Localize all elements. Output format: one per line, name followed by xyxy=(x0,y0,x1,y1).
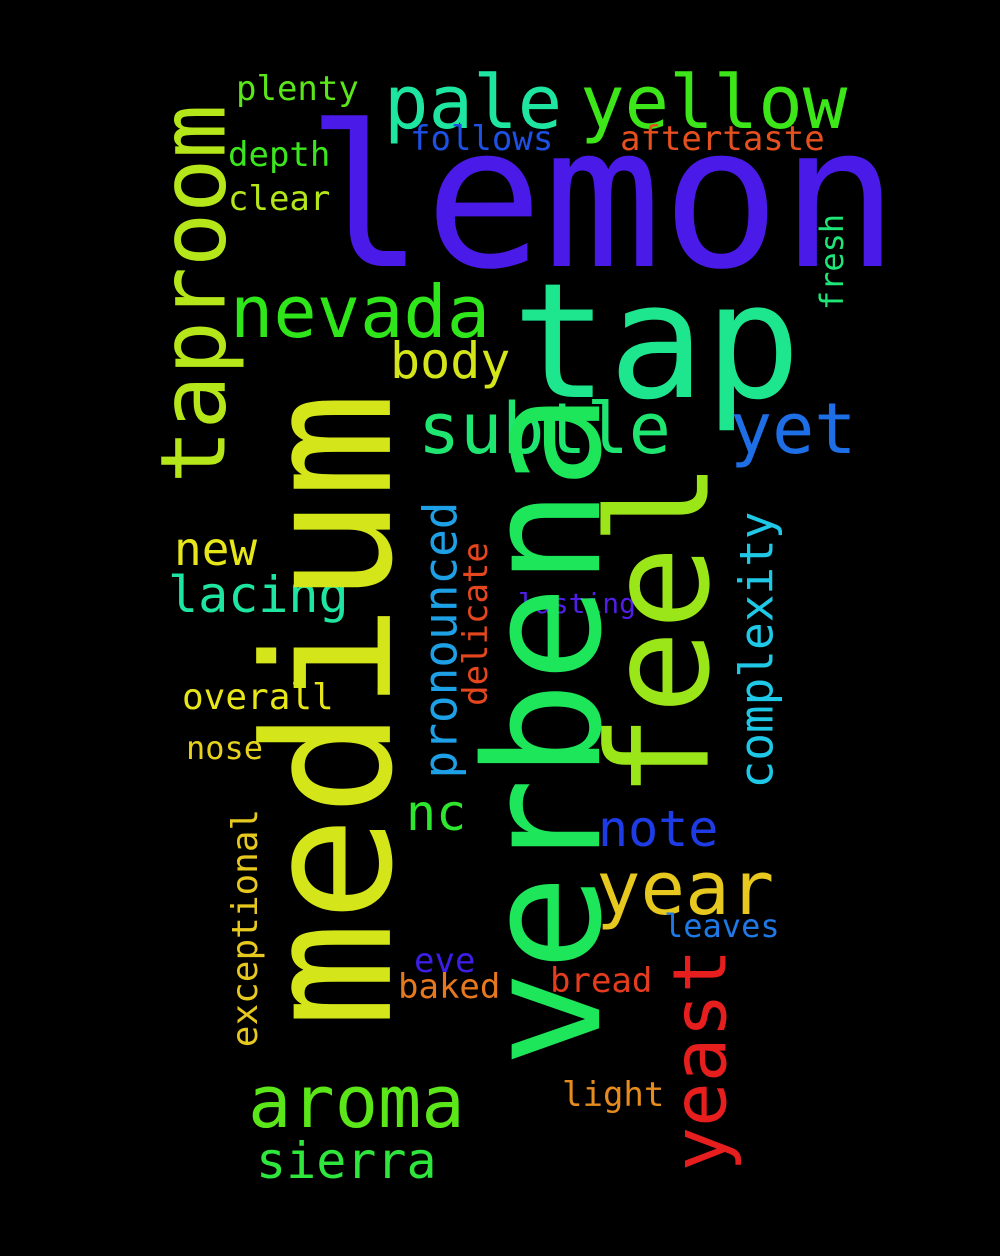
word-yellow: yellow xyxy=(580,60,848,146)
word-body: body xyxy=(390,332,511,390)
word-tap: tap xyxy=(512,248,801,435)
word-complexity: complexity xyxy=(728,511,783,789)
word-follows: follows xyxy=(410,119,554,159)
word-exceptional: exceptional xyxy=(225,808,267,1048)
word-aftertaste: aftertaste xyxy=(620,119,825,159)
word-depth: depth xyxy=(228,135,331,175)
word-lacing: lacing xyxy=(168,566,349,624)
word-fresh: fresh xyxy=(813,213,852,311)
word-year: year xyxy=(596,846,775,932)
word-taproom: taproom xyxy=(141,104,247,484)
word-eve: eve xyxy=(414,941,476,981)
word-yet: yet xyxy=(730,388,857,470)
word-nc: nc xyxy=(406,784,467,842)
word-pale: pale xyxy=(384,60,563,146)
word-note: note xyxy=(598,800,719,858)
word-clear: clear xyxy=(228,179,331,219)
word-bread: bread xyxy=(550,961,653,1001)
word-overall: overall xyxy=(182,677,334,718)
word-delicate: delicate xyxy=(455,542,496,706)
word-sierra: sierra xyxy=(256,1132,437,1190)
word-lasting: lasting xyxy=(518,587,637,620)
word-medium: medium xyxy=(226,392,432,1028)
word-plenty: plenty xyxy=(236,69,359,109)
word-aroma: aroma xyxy=(248,1060,465,1144)
word-leaves: leaves xyxy=(664,907,780,945)
word-subtle: subtle xyxy=(418,388,671,470)
word-nevada: nevada xyxy=(230,270,491,354)
word-nose: nose xyxy=(186,729,264,767)
word-yeast: yeast xyxy=(656,948,743,1172)
word-lemon: lemon xyxy=(306,84,900,313)
word-light: light xyxy=(562,1075,665,1115)
word-baked: baked xyxy=(398,967,501,1007)
word-feel: feel xyxy=(578,461,742,799)
word-new: new xyxy=(174,522,258,576)
